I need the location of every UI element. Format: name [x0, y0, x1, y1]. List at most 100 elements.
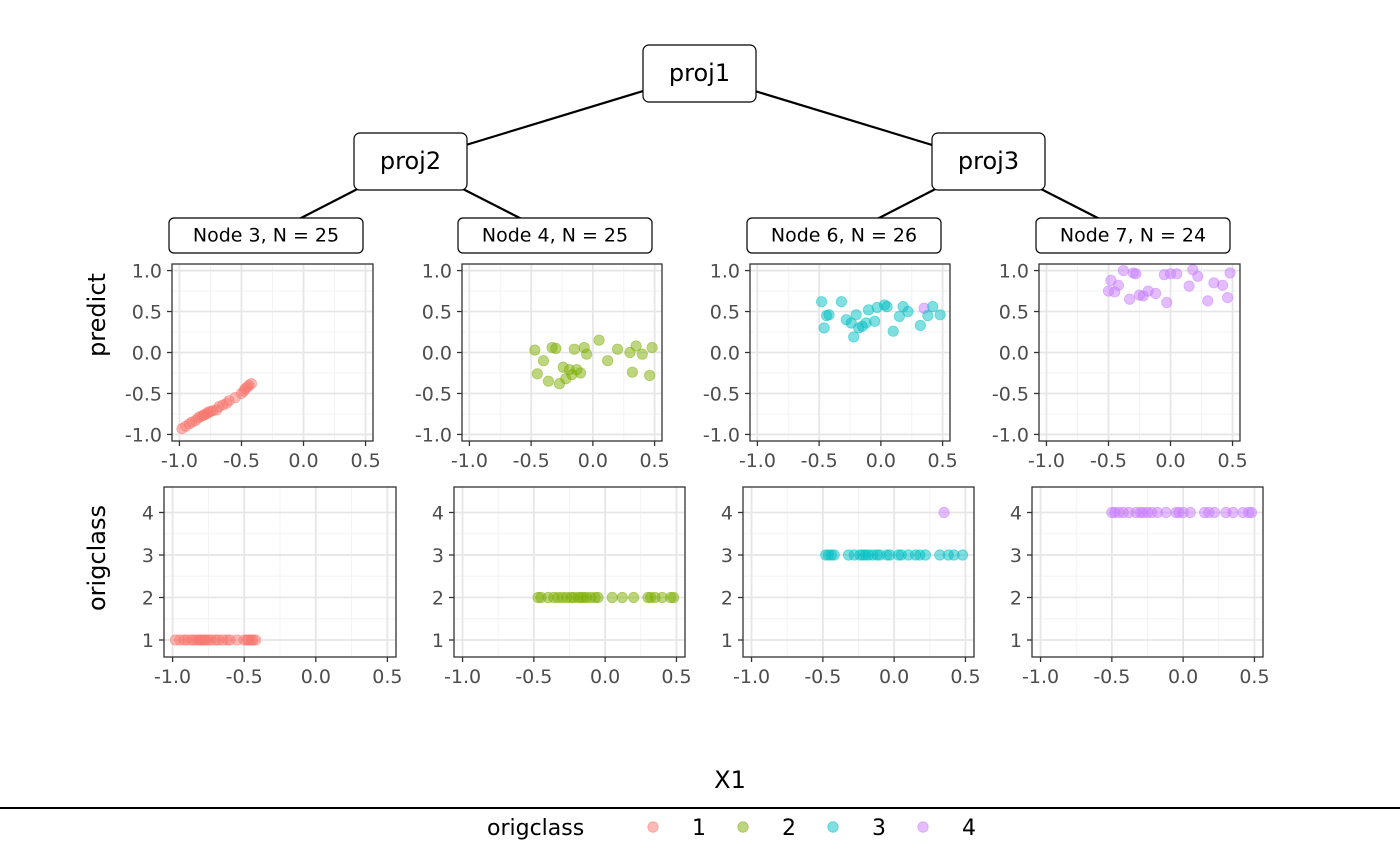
origclass-panel-1-y-tick-label: 1: [142, 630, 154, 652]
origclass-panel-4-x-tick-label: 0.5: [1239, 666, 1269, 688]
legend-label-1: 1: [692, 816, 706, 841]
predict-panel-3-y-tick-label: -0.5: [703, 383, 740, 405]
predict-panel-2-point: [542, 375, 555, 387]
predict-panel-3-y-tick-label: 0.0: [710, 343, 740, 365]
legend-key-1: [647, 821, 659, 833]
origclass-panel-4-x-tick-label: 0.0: [1168, 666, 1198, 688]
predict-panel-3-x-tick-label: 0.5: [927, 450, 957, 472]
predict-panel-3-point: [823, 309, 835, 321]
node-proj1: proj1: [642, 44, 757, 103]
origclass-panel-4-point: [1184, 506, 1196, 519]
origclass-panel-2-y-tick-label: 3: [432, 545, 444, 567]
predict-panel-2-y-tick-label: 0.0: [422, 343, 452, 365]
origclass-panel-3-point: [938, 506, 950, 519]
predict-panel-2-point: [529, 344, 541, 356]
predict-panel-1-x-tick-label: -1.0: [161, 450, 198, 472]
predict-panel-3: -1.0 -0.5 0.0 0.5 -1.0 -0.5 0.0 0.5 1.0: [703, 261, 958, 472]
predict-panel-2-point: [550, 342, 562, 355]
predict-panel-3-point: [869, 315, 881, 327]
predict-panel-3-point: [914, 319, 926, 332]
origclass-panel-1-x-tick-label: -1.0: [154, 666, 191, 688]
node-4-label: Node 4, N = 25: [482, 225, 628, 247]
origclass-panel-2-point: [616, 591, 628, 604]
origclass-panel-1-point: [250, 634, 262, 646]
predict-panel-2-x-tick-label: 0.0: [578, 450, 608, 472]
legend: origclass 1 2 3 4: [487, 816, 976, 841]
predict-panel-3-point: [927, 301, 939, 313]
origclass-panel-2-y-tick-label: 1: [432, 630, 444, 652]
origclass-panel-3-point: [828, 549, 840, 561]
x-axis-title: X1: [714, 766, 746, 794]
origclass-panel-3-x-tick-label: 0.0: [879, 666, 909, 688]
predict-panel-3-x-tick-label: 0.0: [866, 450, 896, 472]
node-3: Node 3, N = 25: [168, 217, 364, 254]
predict-panel-3-point: [848, 331, 860, 343]
origclass-panel-4-x-tick-label: -0.5: [1093, 666, 1130, 688]
origclass-panel-2-x-tick-label: -0.5: [515, 666, 552, 688]
predict-panel-1-x-tick-label: 0.0: [288, 450, 318, 472]
predict-panel-2-point: [593, 334, 605, 346]
origclass-panel-3-point: [919, 549, 932, 561]
origclass-panel-3: -1.0 -0.5 0.0 0.5 1 2 3 4: [721, 486, 981, 688]
origclass-panel-4-y-tick-label: 4: [1010, 503, 1022, 525]
predict-panel-3-y-tick-label: 0.5: [710, 302, 740, 324]
origclass-panel-1-y-tick-label: 2: [142, 588, 154, 610]
predict-panel-4-point: [1117, 264, 1129, 277]
predict-panel-3-point: [934, 309, 946, 321]
node-proj1-label: proj1: [669, 59, 730, 87]
origclass-panel-1-x-tick-label: 0.0: [301, 666, 331, 688]
predict-panel-4-y-tick-label: -1.0: [992, 424, 1029, 446]
predict-panel-4-y-tick-label: 0.5: [999, 302, 1029, 324]
node-proj2: proj2: [353, 132, 468, 191]
origclass-panel-3-y-tick-label: 3: [721, 545, 733, 567]
origclass-panel-4-x-tick-label: -1.0: [1022, 666, 1059, 688]
origclass-panel-3-y-tick-label: 2: [721, 588, 733, 610]
predict-panel-4-point: [1150, 287, 1162, 300]
origclass-panel-4-y-tick-label: 2: [1010, 588, 1022, 610]
origclass-panel-2-y-tick-label: 2: [432, 588, 444, 610]
predict-panel-3-point: [922, 310, 934, 322]
legend-key-2: [737, 821, 749, 833]
node-7-label: Node 7, N = 24: [1060, 225, 1206, 247]
predict-panel-2-point: [568, 343, 580, 355]
predict-panel-4-y-tick-label: 0.0: [999, 343, 1029, 365]
predict-panel-3-x-tick-label: -0.5: [801, 450, 838, 472]
predict-panel-2-x-tick-label: 0.5: [639, 450, 669, 472]
predict-panel-4-x-tick-label: 0.5: [1217, 450, 1247, 472]
predict-panel-3-point: [902, 305, 914, 318]
origclass-panel-4-point: [1245, 506, 1258, 519]
origclass-panel-4-point: [1227, 506, 1239, 519]
predict-panel-2-point: [537, 355, 550, 367]
origclass-panel-1-border: [163, 486, 397, 658]
legend-label-2: 2: [782, 816, 796, 841]
origclass-panel-1-y-tick-label: 3: [142, 545, 154, 567]
predict-panel-1-x-tick-label: 0.5: [350, 450, 380, 472]
predict-panel-4-point: [1192, 270, 1204, 282]
predict-panel-4-point: [1123, 293, 1136, 305]
predict-panel-4-point: [1217, 279, 1229, 291]
predict-panel-4-x-tick-label: -0.5: [1090, 450, 1127, 472]
origclass-panel-3-y-tick-label: 4: [721, 503, 733, 525]
predict-panel-3-point: [850, 309, 862, 321]
row-ylabel-predict: predict: [83, 273, 111, 357]
predict-panel-2-point: [644, 369, 656, 382]
predict-panel-4-y-tick-label: -0.5: [992, 383, 1029, 405]
origclass-panel-2-x-tick-label: 0.0: [590, 666, 620, 688]
predict-panel-2-y-tick-label: 0.5: [422, 302, 452, 324]
origclass-panel-3-x-tick-label: 0.5: [950, 666, 980, 688]
origclass-panel-4: -1.0 -0.5 0.0 0.5 1 2 3 4: [1010, 486, 1270, 688]
predict-panel-1-point: [245, 378, 258, 390]
origclass-panel-4-border: [1031, 486, 1264, 658]
predict-panel-2-y-tick-label: 1.0: [422, 261, 452, 283]
origclass-panel-1-x-tick-label: -0.5: [226, 666, 263, 688]
scatter-panels: -1.0 -0.5 0.0 0.5 -1.0 -0.5 0.0 0.5 1.0 -1.0 -0.5 0…: [125, 261, 1270, 688]
predict-panel-1-y-tick-label: -0.5: [125, 383, 162, 405]
predict-panel-3-point: [816, 296, 828, 308]
predict-panel-4-point: [1202, 295, 1214, 307]
predict-panel-4-point: [1161, 296, 1173, 309]
predict-panel-2-point: [636, 348, 648, 360]
predict-panel-1-y-tick-label: 0.5: [132, 302, 162, 324]
predict-panel-1-y-tick-label: 0.0: [132, 343, 162, 365]
origclass-panel-1-y-tick-label: 4: [142, 503, 154, 525]
